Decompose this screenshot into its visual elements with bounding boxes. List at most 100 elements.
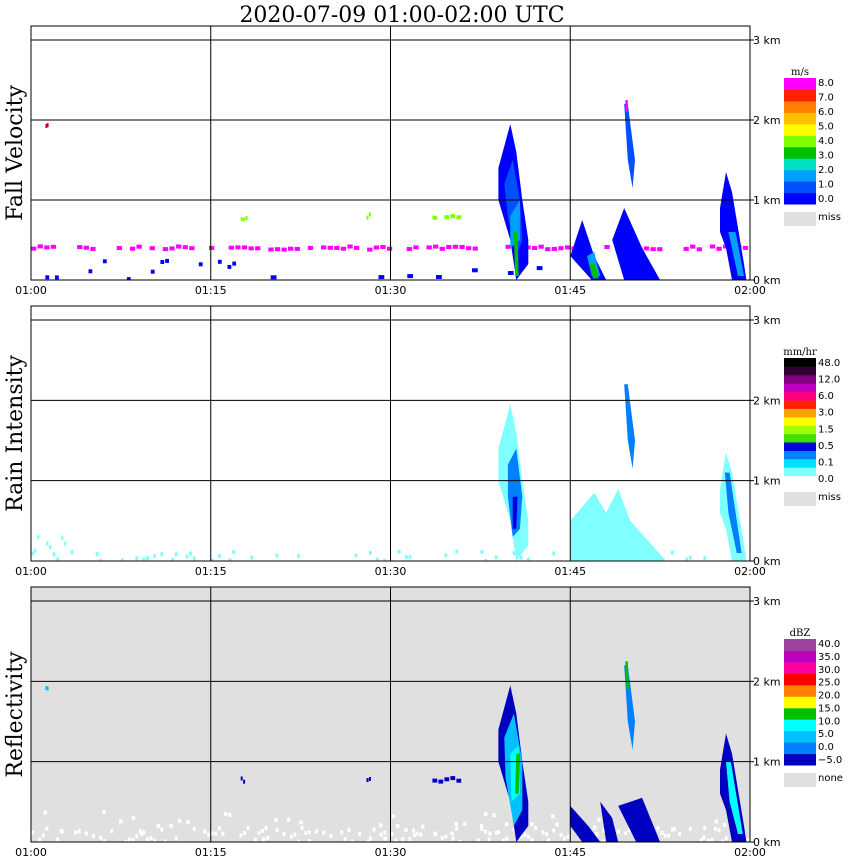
echo-pixel bbox=[444, 215, 450, 220]
echo-pixel bbox=[530, 822, 534, 827]
echo-pixel bbox=[379, 823, 383, 828]
echo-pixel bbox=[710, 837, 714, 842]
echo-pixel bbox=[160, 552, 164, 557]
echo-pixel bbox=[99, 558, 103, 561]
echo-pixel bbox=[455, 549, 459, 554]
echo-pixel bbox=[240, 217, 243, 221]
echo-pixel bbox=[527, 834, 530, 839]
colorbar-swatch bbox=[784, 650, 816, 663]
echo-pixel bbox=[165, 258, 169, 263]
colorbar-tick-label: 12.0 bbox=[818, 375, 840, 386]
echo-pixel bbox=[253, 837, 257, 842]
echo-pixel bbox=[546, 838, 551, 842]
echo-pixel bbox=[164, 839, 167, 842]
colorbar-tick-label: 0.0 bbox=[818, 742, 834, 753]
colorbar-swatch bbox=[784, 112, 816, 125]
colorbar-swatch bbox=[784, 158, 816, 171]
echo-region bbox=[612, 208, 661, 280]
echo-pixel bbox=[386, 246, 393, 251]
echo-pixel bbox=[282, 832, 286, 837]
colorbar-tick-label: 10.0 bbox=[818, 716, 840, 727]
echo-pixel bbox=[347, 244, 353, 249]
echo-pixel bbox=[138, 829, 142, 834]
echo-pixel bbox=[551, 246, 557, 251]
echo-pixel bbox=[366, 778, 369, 783]
echo-pixel bbox=[519, 834, 523, 839]
echo-pixel bbox=[294, 246, 300, 251]
echo-pixel bbox=[46, 123, 49, 128]
y-tick-label: 2 km bbox=[753, 394, 781, 407]
echo-pixel bbox=[210, 558, 214, 561]
colorbar-swatch bbox=[784, 391, 816, 401]
echo-pixel bbox=[627, 828, 631, 833]
echo-pixel bbox=[77, 829, 81, 834]
echo-pixel bbox=[232, 261, 237, 266]
echo-pixel bbox=[223, 811, 228, 816]
echo-pixel bbox=[246, 826, 250, 831]
echo-pixel bbox=[413, 245, 419, 250]
echo-pixel bbox=[31, 830, 34, 835]
echo-region bbox=[720, 172, 747, 280]
echo-pixel bbox=[56, 837, 60, 842]
echo-pixel bbox=[245, 216, 248, 220]
echo-pixel bbox=[169, 823, 173, 828]
echo-pixel bbox=[268, 247, 274, 252]
echo-pixel bbox=[146, 556, 149, 561]
echo-pixel bbox=[444, 834, 448, 839]
echo-pixel bbox=[391, 814, 396, 819]
echo-pixel bbox=[401, 837, 405, 841]
echo-pixel bbox=[657, 247, 663, 252]
echo-pixel bbox=[564, 245, 571, 250]
echo-pixel bbox=[297, 553, 300, 558]
echo-pixel bbox=[46, 686, 49, 691]
echo-pixel bbox=[189, 551, 193, 556]
echo-pixel bbox=[37, 535, 40, 540]
echo-pixel bbox=[566, 834, 570, 839]
echo-pixel bbox=[380, 245, 386, 249]
echo-pixel bbox=[683, 246, 689, 251]
x-tick-label: 01:30 bbox=[375, 565, 407, 578]
echo-pixel bbox=[217, 826, 221, 831]
echo-pixel bbox=[315, 829, 318, 834]
echo-pixel bbox=[408, 837, 412, 842]
echo-pixel bbox=[255, 246, 261, 251]
echo-pixel bbox=[505, 244, 511, 249]
y-tick-label: 0 km bbox=[753, 555, 781, 568]
echo-pixel bbox=[408, 555, 412, 560]
echo-pixel bbox=[77, 245, 83, 250]
colorbar-tick-label: 3.0 bbox=[818, 408, 834, 419]
echo-pixel bbox=[670, 550, 674, 555]
colorbar-swatch bbox=[784, 169, 816, 182]
colorbar-missing-label: miss bbox=[818, 492, 841, 503]
colorbar-swatch bbox=[784, 366, 816, 376]
echo-pixel bbox=[412, 828, 415, 833]
echo-pixel bbox=[450, 214, 456, 219]
echo-pixel bbox=[368, 777, 371, 781]
colorbar-swatch bbox=[784, 707, 816, 720]
y-tick-label: 3 km bbox=[753, 34, 781, 47]
colorbar-tick-label: 7.0 bbox=[818, 93, 834, 104]
colorbar-swatch bbox=[784, 374, 816, 384]
echo-pixel bbox=[472, 268, 478, 273]
echo-pixel bbox=[281, 247, 287, 252]
colorbar-swatch bbox=[784, 358, 816, 367]
echo-region bbox=[512, 496, 518, 529]
colorbar-swatch bbox=[784, 467, 816, 477]
echo-pixel bbox=[678, 831, 681, 836]
colorbar-tick-label: 3.0 bbox=[818, 151, 834, 162]
echo-pixel bbox=[519, 555, 523, 560]
colorbar-swatch bbox=[784, 673, 816, 686]
echo-region bbox=[625, 661, 629, 690]
echo-pixel bbox=[70, 550, 74, 555]
echo-pixel bbox=[176, 244, 182, 249]
echo-pixel bbox=[421, 824, 425, 829]
echo-pixel bbox=[455, 826, 459, 831]
echo-pixel bbox=[34, 548, 37, 553]
colorbar-tick-label: 15.0 bbox=[818, 703, 840, 714]
panel-ylabel: Rain Intensity bbox=[3, 354, 28, 511]
echo-pixel bbox=[667, 833, 671, 838]
echo-pixel bbox=[64, 541, 67, 546]
echo-pixel bbox=[404, 827, 408, 832]
echo-pixel bbox=[83, 245, 89, 250]
